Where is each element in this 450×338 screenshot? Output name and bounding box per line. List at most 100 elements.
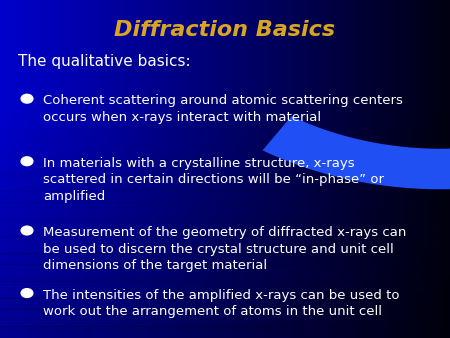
FancyBboxPatch shape bbox=[0, 214, 450, 220]
FancyBboxPatch shape bbox=[112, 0, 119, 338]
FancyBboxPatch shape bbox=[400, 0, 405, 338]
FancyBboxPatch shape bbox=[236, 0, 242, 338]
FancyBboxPatch shape bbox=[0, 270, 450, 276]
FancyBboxPatch shape bbox=[135, 0, 141, 338]
FancyBboxPatch shape bbox=[22, 0, 29, 338]
FancyBboxPatch shape bbox=[185, 0, 192, 338]
Polygon shape bbox=[262, 0, 450, 189]
FancyBboxPatch shape bbox=[220, 0, 225, 338]
FancyBboxPatch shape bbox=[124, 0, 130, 338]
FancyBboxPatch shape bbox=[163, 0, 169, 338]
Text: In materials with a crystalline structure, x-rays
scattered in certain direction: In materials with a crystalline structur… bbox=[43, 157, 384, 203]
FancyBboxPatch shape bbox=[298, 0, 304, 338]
FancyBboxPatch shape bbox=[259, 0, 265, 338]
FancyBboxPatch shape bbox=[428, 0, 434, 338]
FancyBboxPatch shape bbox=[0, 169, 450, 175]
FancyBboxPatch shape bbox=[310, 0, 315, 338]
FancyBboxPatch shape bbox=[0, 208, 450, 214]
FancyBboxPatch shape bbox=[0, 146, 450, 152]
FancyBboxPatch shape bbox=[360, 0, 366, 338]
FancyBboxPatch shape bbox=[68, 0, 74, 338]
FancyBboxPatch shape bbox=[197, 0, 203, 338]
FancyBboxPatch shape bbox=[0, 253, 450, 259]
FancyBboxPatch shape bbox=[0, 163, 450, 169]
FancyBboxPatch shape bbox=[208, 0, 214, 338]
Text: Measurement of the geometry of diffracted x-rays can
be used to discern the crys: Measurement of the geometry of diffracte… bbox=[43, 226, 406, 272]
FancyBboxPatch shape bbox=[146, 0, 152, 338]
Circle shape bbox=[21, 226, 33, 235]
FancyBboxPatch shape bbox=[349, 0, 355, 338]
Circle shape bbox=[21, 94, 33, 103]
FancyBboxPatch shape bbox=[0, 197, 450, 203]
FancyBboxPatch shape bbox=[11, 0, 18, 338]
Text: Coherent scattering around atomic scattering centers
occurs when x-rays interact: Coherent scattering around atomic scatte… bbox=[43, 94, 403, 124]
FancyBboxPatch shape bbox=[439, 0, 445, 338]
FancyBboxPatch shape bbox=[214, 0, 220, 338]
FancyBboxPatch shape bbox=[422, 0, 428, 338]
FancyBboxPatch shape bbox=[0, 281, 450, 287]
FancyBboxPatch shape bbox=[90, 0, 96, 338]
FancyBboxPatch shape bbox=[73, 0, 79, 338]
FancyBboxPatch shape bbox=[242, 0, 248, 338]
FancyBboxPatch shape bbox=[107, 0, 113, 338]
Circle shape bbox=[21, 157, 33, 166]
FancyBboxPatch shape bbox=[394, 0, 400, 338]
FancyBboxPatch shape bbox=[175, 0, 180, 338]
FancyBboxPatch shape bbox=[0, 152, 450, 158]
FancyBboxPatch shape bbox=[130, 0, 135, 338]
FancyBboxPatch shape bbox=[343, 0, 349, 338]
FancyBboxPatch shape bbox=[230, 0, 237, 338]
FancyBboxPatch shape bbox=[388, 0, 394, 338]
FancyBboxPatch shape bbox=[0, 315, 450, 321]
FancyBboxPatch shape bbox=[0, 242, 450, 248]
FancyBboxPatch shape bbox=[326, 0, 332, 338]
FancyBboxPatch shape bbox=[410, 0, 417, 338]
FancyBboxPatch shape bbox=[0, 327, 450, 332]
FancyBboxPatch shape bbox=[0, 321, 450, 327]
FancyBboxPatch shape bbox=[405, 0, 411, 338]
FancyBboxPatch shape bbox=[0, 236, 450, 242]
FancyBboxPatch shape bbox=[158, 0, 164, 338]
FancyBboxPatch shape bbox=[320, 0, 327, 338]
FancyBboxPatch shape bbox=[0, 231, 450, 237]
FancyBboxPatch shape bbox=[0, 191, 450, 197]
FancyBboxPatch shape bbox=[0, 298, 450, 304]
Text: Diffraction Basics: Diffraction Basics bbox=[114, 20, 336, 40]
FancyBboxPatch shape bbox=[17, 0, 23, 338]
FancyBboxPatch shape bbox=[28, 0, 34, 338]
FancyBboxPatch shape bbox=[79, 0, 85, 338]
Circle shape bbox=[21, 289, 33, 297]
FancyBboxPatch shape bbox=[275, 0, 282, 338]
FancyBboxPatch shape bbox=[0, 180, 450, 186]
FancyBboxPatch shape bbox=[248, 0, 254, 338]
FancyBboxPatch shape bbox=[416, 0, 422, 338]
FancyBboxPatch shape bbox=[0, 259, 450, 265]
FancyBboxPatch shape bbox=[191, 0, 197, 338]
FancyBboxPatch shape bbox=[365, 0, 372, 338]
FancyBboxPatch shape bbox=[0, 304, 450, 310]
Text: The intensities of the amplified x-rays can be used to
work out the arrangement : The intensities of the amplified x-rays … bbox=[43, 289, 399, 318]
FancyBboxPatch shape bbox=[101, 0, 108, 338]
FancyBboxPatch shape bbox=[0, 0, 6, 338]
FancyBboxPatch shape bbox=[202, 0, 209, 338]
FancyBboxPatch shape bbox=[445, 0, 450, 338]
FancyBboxPatch shape bbox=[0, 264, 450, 270]
FancyBboxPatch shape bbox=[152, 0, 158, 338]
FancyBboxPatch shape bbox=[0, 186, 450, 192]
FancyBboxPatch shape bbox=[0, 276, 450, 282]
FancyBboxPatch shape bbox=[0, 219, 450, 225]
FancyBboxPatch shape bbox=[0, 287, 450, 293]
FancyBboxPatch shape bbox=[0, 174, 450, 180]
FancyBboxPatch shape bbox=[140, 0, 147, 338]
FancyBboxPatch shape bbox=[292, 0, 299, 338]
FancyBboxPatch shape bbox=[225, 0, 231, 338]
FancyBboxPatch shape bbox=[180, 0, 186, 338]
FancyBboxPatch shape bbox=[0, 202, 450, 209]
FancyBboxPatch shape bbox=[34, 0, 40, 338]
FancyBboxPatch shape bbox=[50, 0, 57, 338]
FancyBboxPatch shape bbox=[265, 0, 270, 338]
FancyBboxPatch shape bbox=[270, 0, 276, 338]
FancyBboxPatch shape bbox=[5, 0, 12, 338]
FancyBboxPatch shape bbox=[40, 0, 45, 338]
FancyBboxPatch shape bbox=[287, 0, 293, 338]
